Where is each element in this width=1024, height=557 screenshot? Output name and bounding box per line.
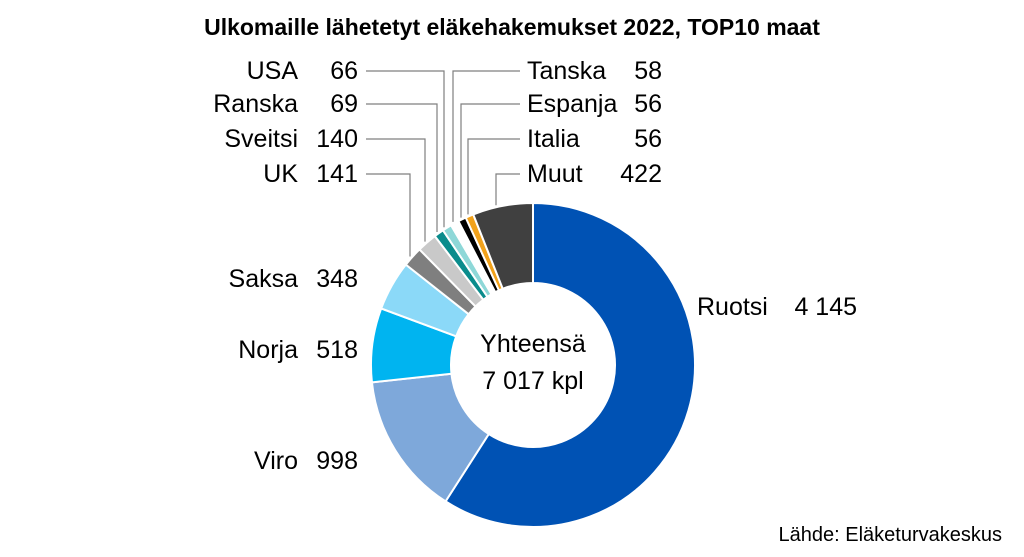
leader-italia <box>467 138 520 215</box>
donut-slices <box>370 201 696 528</box>
label-usa: USA <box>247 57 299 85</box>
label-uk: UK <box>263 160 298 188</box>
slice-labels: Ruotsi 4 145 Viro 998 Norja 518 Saksa 348 UK 141 S… <box>213 57 857 475</box>
value-saksa: 348 <box>316 265 358 293</box>
value-ranska: 69 <box>330 90 358 118</box>
label-viro: Viro <box>254 447 298 475</box>
value-viro: 998 <box>316 447 358 475</box>
leader-ranska <box>366 103 438 233</box>
leader-uk <box>366 173 411 257</box>
leader-espanja <box>460 103 520 218</box>
value-espanja: 56 <box>634 90 662 118</box>
leader-sveitsi <box>366 138 426 242</box>
center-label-line1: Yhteensä <box>480 330 586 358</box>
leader-usa <box>366 70 445 228</box>
value-usa: 66 <box>330 57 358 85</box>
label-tanska: Tanska <box>527 57 606 85</box>
label-italia: Italia <box>527 125 580 153</box>
value-muut: 422 <box>620 160 662 188</box>
label-norja: Norja <box>238 336 298 364</box>
slice-ruotsi <box>444 201 696 528</box>
label-muut: Muut <box>527 160 583 188</box>
label-ranska: Ranska <box>213 90 298 118</box>
value-tanska: 58 <box>634 57 662 85</box>
center-label-line2: 7 017 kpl <box>482 367 583 395</box>
leader-tanska <box>452 70 520 222</box>
leader-lines <box>366 70 520 257</box>
label-espanja: Espanja <box>527 90 617 118</box>
slice-muut <box>471 201 534 291</box>
value-italia: 56 <box>634 125 662 153</box>
label-sveitsi: Sveitsi <box>224 125 298 153</box>
value-ruotsi: 4 145 <box>794 293 857 321</box>
value-sveitsi: 140 <box>316 125 358 153</box>
value-norja: 518 <box>316 336 358 364</box>
value-uk: 141 <box>316 160 358 188</box>
leader-muut <box>495 173 520 206</box>
source-note: Lähde: Eläketurvakeskus <box>779 524 1002 546</box>
label-ruotsi: Ruotsi <box>697 293 768 321</box>
label-saksa: Saksa <box>229 265 299 293</box>
chart-title: Ulkomaille lähetetyt eläkehakemukset 202… <box>204 14 820 40</box>
